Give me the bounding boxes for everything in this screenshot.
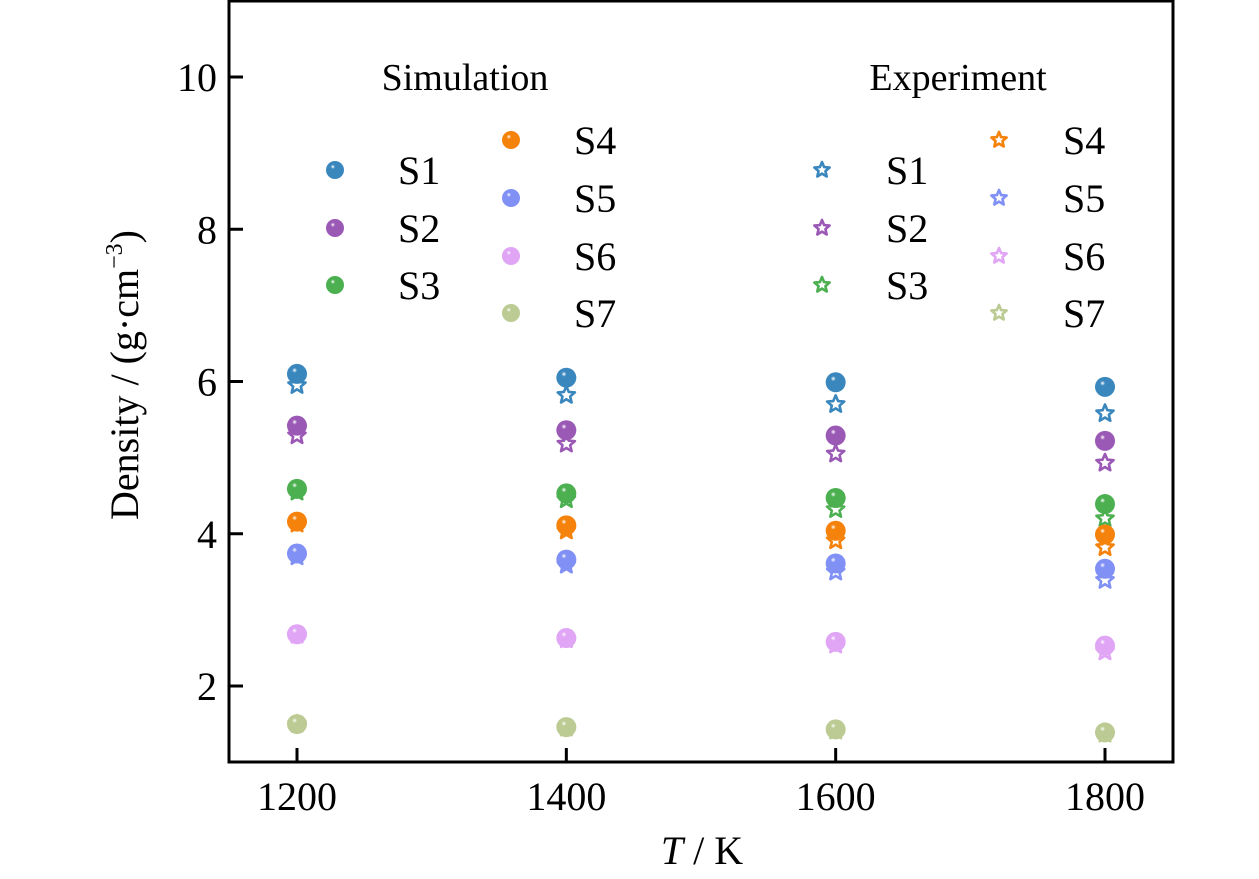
legend-experiment: Experiment S1 S2 S3 S4 S5 S6 S7 xyxy=(813,57,1105,336)
experiment-point-s3 xyxy=(1095,508,1115,528)
simulation-point-s4 xyxy=(287,511,307,532)
simulation-point-s1 xyxy=(1095,376,1115,397)
simulation-point-s5 xyxy=(825,553,846,574)
legend-sphere-s2 xyxy=(326,219,344,237)
legend-label-experiment-s1: S1 xyxy=(886,148,928,193)
y-axis: 2 4 6 8 10 xyxy=(177,55,243,709)
simulation-point-s5 xyxy=(287,543,307,564)
legend-star-s3 xyxy=(813,275,831,293)
simulation-point-s6 xyxy=(287,624,307,645)
simulation-point-s4 xyxy=(825,520,846,541)
experiment-point-s1 xyxy=(1095,403,1115,423)
experiment-point-s5 xyxy=(1095,569,1115,589)
legend-sphere-s5 xyxy=(502,189,520,207)
experiment-point-s1 xyxy=(287,375,307,394)
legend-simulation: Simulation S1 S2 S3 S4 S5 S6 S7 xyxy=(326,57,616,336)
simulation-point-s7 xyxy=(1095,722,1115,743)
experiment-point-s2 xyxy=(825,443,846,463)
legend-title-simulation: Simulation xyxy=(382,57,549,99)
legend-star-s2 xyxy=(813,218,831,236)
simulation-point-s7 xyxy=(287,714,307,735)
legend-label-experiment-s7: S7 xyxy=(1063,291,1105,336)
legend-label-simulation-s4: S4 xyxy=(574,118,616,163)
x-tick-label: 1200 xyxy=(257,774,337,819)
legend-label-simulation-s1: S1 xyxy=(398,148,440,193)
simulation-point-s2 xyxy=(825,425,846,446)
legend-label-simulation-s5: S5 xyxy=(574,176,616,221)
simulation-point-s2 xyxy=(556,420,577,441)
y-tick-label: 4 xyxy=(197,512,217,557)
legend-label-simulation-s3: S3 xyxy=(398,263,440,308)
simulation-point-s7 xyxy=(556,717,577,738)
simulation-point-s6 xyxy=(1095,635,1115,656)
simulation-point-s4 xyxy=(1095,524,1115,545)
legend-label-experiment-s5: S5 xyxy=(1063,176,1105,221)
simulation-point-s3 xyxy=(1095,494,1115,515)
y-axis-label-close: ) xyxy=(102,230,147,243)
legend-label-experiment-s3: S3 xyxy=(886,263,928,308)
simulation-point-s1 xyxy=(287,363,307,384)
simulation-point-s7 xyxy=(825,719,846,740)
experiment-point-s2 xyxy=(556,433,577,453)
legend-title-experiment: Experiment xyxy=(869,57,1047,99)
simulation-point-s1 xyxy=(556,367,577,388)
legend-label-experiment-s2: S2 xyxy=(886,206,928,251)
simulation-point-s2 xyxy=(1095,430,1115,451)
plot-frame xyxy=(227,0,1175,764)
simulation-point-s6 xyxy=(556,628,577,649)
legend-star-s5 xyxy=(990,188,1008,206)
legend-label-simulation-s6: S6 xyxy=(574,234,616,279)
legend-label-experiment-s6: S6 xyxy=(1063,234,1105,279)
y-axis-label-exponent: −3 xyxy=(102,243,128,269)
legend-sphere-s1 xyxy=(326,161,344,179)
x-axis-label-unit: / K xyxy=(683,828,743,873)
y-axis-label-main: Density / (g·cm xyxy=(102,269,147,520)
legend-sphere-s6 xyxy=(502,247,520,265)
simulation-point-s3 xyxy=(556,483,577,504)
legend-label-simulation-s2: S2 xyxy=(398,206,440,251)
experiment-point-s1 xyxy=(556,384,577,404)
x-axis-label: T / K xyxy=(661,828,743,873)
legend-star-s4 xyxy=(990,130,1008,148)
simulation-point-s3 xyxy=(287,478,307,499)
legend-label-experiment-s4: S4 xyxy=(1063,118,1105,163)
data-markers xyxy=(287,363,1115,743)
legend-sphere-s7 xyxy=(502,304,520,322)
experiment-point-s4 xyxy=(1095,537,1115,557)
legend-label-simulation-s7: S7 xyxy=(574,291,616,336)
simulation-point-s2 xyxy=(287,415,307,436)
simulation-point-s4 xyxy=(556,515,577,536)
simulation-point-s6 xyxy=(825,631,846,652)
legend-sphere-s4 xyxy=(502,131,520,149)
simulation-point-s3 xyxy=(825,487,846,508)
experiment-point-s3 xyxy=(825,499,846,518)
y-tick-label: 8 xyxy=(197,207,217,252)
y-tick-label: 2 xyxy=(197,664,217,709)
y-tick-label: 10 xyxy=(177,55,217,100)
legend-star-s1 xyxy=(813,160,831,178)
x-tick-label: 1400 xyxy=(526,774,606,819)
x-axis-label-variable: T xyxy=(661,828,686,873)
simulation-point-s5 xyxy=(1095,558,1115,579)
experiment-point-s2 xyxy=(1095,452,1115,472)
legend-star-s7 xyxy=(990,303,1008,321)
y-tick-label: 6 xyxy=(197,360,217,405)
x-tick-label: 1800 xyxy=(1065,774,1145,819)
x-tick-label: 1600 xyxy=(796,774,876,819)
simulation-point-s1 xyxy=(825,372,846,393)
simulation-point-s5 xyxy=(556,549,577,570)
legend-star-s6 xyxy=(990,246,1008,264)
experiment-point-s1 xyxy=(825,394,846,413)
legend-sphere-s3 xyxy=(326,276,344,294)
y-axis-label: Density / (g·cm−3) xyxy=(102,230,147,520)
x-axis: 1200 1400 1600 1800 xyxy=(257,748,1145,819)
